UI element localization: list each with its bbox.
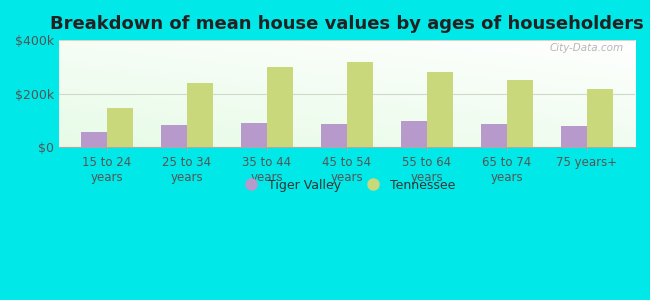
Bar [427,72,452,147]
Bar [482,124,507,147]
Bar [402,121,427,147]
Bar [347,62,372,147]
Bar [81,132,107,147]
Bar [321,124,347,147]
Bar [267,67,292,147]
Bar [562,126,587,147]
Bar [187,83,213,147]
Text: City-Data.com: City-Data.com [549,43,623,53]
Bar [107,107,133,147]
Bar [161,125,187,147]
Title: Breakdown of mean house values by ages of householders: Breakdown of mean house values by ages o… [50,15,644,33]
Bar [507,80,532,147]
Bar [241,123,267,147]
Legend: Tiger Valley, Tennessee: Tiger Valley, Tennessee [233,173,461,196]
Bar [587,89,612,147]
